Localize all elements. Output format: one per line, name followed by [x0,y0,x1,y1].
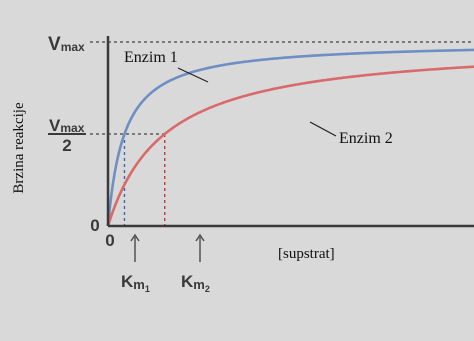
series-line-enzim-2 [106,65,474,227]
y-axis-title: Brzina reakcije [11,102,27,194]
y-tick-zero: 0 [90,216,99,235]
y-tick-vmax: Vmax [48,34,85,55]
km2-arrow [195,233,205,262]
y-tick-vmax-half: Vmax 2 [48,116,86,155]
x-tick-km1: Km1 [121,272,150,294]
x-tick-zero: 0 [105,231,114,250]
series-leader-enzim-1 [177,67,209,83]
series-leader-enzim-2 [309,121,337,137]
series-line-enzim-1 [106,48,474,227]
km1-arrow [130,233,140,262]
x-tick-km2: Km2 [181,272,210,294]
svg-text:2: 2 [62,136,71,155]
x-axis-title: [supstrat] [278,246,335,262]
svg-text:Vmax: Vmax [49,116,85,135]
series-label-enzim-2: Enzim 2 [339,130,393,147]
series-label-enzim-1: Enzim 1 [124,49,178,66]
